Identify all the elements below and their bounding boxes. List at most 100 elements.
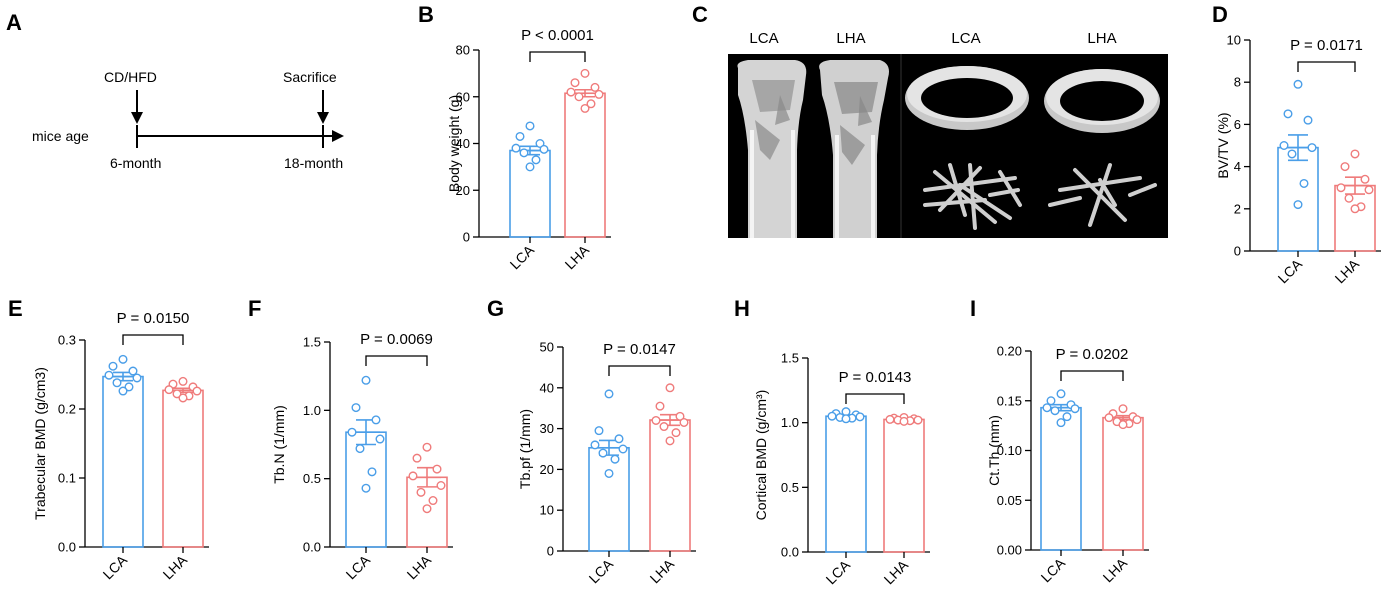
bar-lha — [1334, 184, 1376, 252]
p-value: P = 0.0147 — [603, 341, 676, 358]
y-tick-label: 0.1 — [58, 471, 76, 486]
data-point — [1062, 412, 1072, 422]
y-tick-label: 0 — [1234, 244, 1241, 259]
end-age: 18-month — [284, 155, 343, 171]
y-tick-label: 1.0 — [303, 403, 321, 418]
data-point — [172, 389, 182, 399]
ct-longitudinal-lha — [819, 60, 889, 238]
data-point — [511, 143, 521, 153]
panel-letter-h: H — [734, 296, 750, 321]
significance-bracket — [365, 355, 428, 366]
x-tick-label: LCA — [507, 241, 538, 272]
data-point — [1046, 396, 1056, 406]
data-point — [112, 378, 122, 388]
data-point — [1118, 404, 1128, 414]
start-age: 6-month — [110, 155, 161, 171]
chart-h-cortical-bmd: H 0.0 0.5 1.0 1.5 Cortical BMD (g/cm³) LCA LHA P… — [734, 296, 930, 587]
data-point — [432, 464, 442, 474]
x-tick-label: LHA — [881, 556, 912, 587]
x-tick-label: LCA — [100, 551, 131, 582]
data-point — [1350, 204, 1360, 214]
data-point — [594, 89, 604, 99]
data-point — [1042, 403, 1052, 413]
y-tick-label: 0.15 — [997, 393, 1022, 408]
y-axis-title: Body weight (g) — [446, 95, 462, 192]
p-value: P = 0.0150 — [117, 310, 190, 327]
data-point — [899, 416, 909, 426]
data-point — [610, 454, 620, 464]
significance-bracket — [845, 393, 905, 404]
x-tick-label: LHA — [404, 551, 435, 582]
data-point — [586, 99, 596, 109]
chart-b-body-weight: B 0 20 40 60 80 Body weight (g) LCA LHA P < 0.000… — [418, 2, 611, 272]
data-point — [1350, 149, 1360, 159]
data-point — [1050, 406, 1060, 416]
y-tick-label: 0.0 — [58, 540, 76, 555]
data-point — [1293, 79, 1303, 89]
bar-lca — [1277, 146, 1319, 252]
x-tick-label: LCA — [343, 551, 374, 582]
data-point — [1118, 420, 1128, 430]
data-point — [580, 68, 590, 78]
panel-letter-b: B — [418, 2, 434, 27]
y-tick-label: 0.10 — [997, 443, 1022, 458]
x-tick-label: LHA — [160, 551, 191, 582]
panel-letter-d: D — [1212, 2, 1228, 27]
data-point — [428, 496, 438, 506]
y-tick-label: 0.3 — [58, 333, 76, 348]
data-point — [618, 444, 628, 454]
data-point — [118, 386, 128, 396]
data-point — [580, 103, 590, 113]
data-point — [361, 375, 371, 385]
data-point — [574, 92, 584, 102]
data-point — [1132, 415, 1142, 425]
data-point — [525, 162, 535, 172]
start-arrow-head — [131, 112, 143, 124]
p-value: P = 0.0069 — [360, 331, 433, 348]
data-point — [178, 393, 188, 403]
bar-lca — [1040, 406, 1082, 551]
y-tick-label: 20 — [456, 183, 470, 198]
data-point — [665, 383, 675, 393]
y-tick-label: 1.5 — [781, 351, 799, 366]
start-label: CD/HFD — [104, 69, 157, 85]
bar-lha — [1102, 416, 1144, 551]
panel-letter-f: F — [248, 296, 261, 321]
data-point — [827, 411, 837, 421]
y-axis-title: Tb.pf (1/mm) — [517, 409, 533, 489]
data-point — [665, 436, 675, 446]
data-point — [539, 144, 549, 154]
bar-lha — [162, 389, 204, 548]
y-tick-label: 0.5 — [303, 471, 321, 486]
data-point — [519, 148, 529, 158]
data-point — [1056, 418, 1066, 428]
data-point — [1056, 389, 1066, 399]
y-axis-title: BV/TV (%) — [1215, 112, 1231, 178]
panel-a: A CD/HFD Sacrifice mice age 6-month 18-m… — [6, 10, 344, 171]
y-axis-title: Cortical BMD (g/cm³) — [753, 390, 769, 521]
y-tick-label: 50 — [540, 340, 554, 355]
data-point — [1307, 143, 1317, 153]
data-point — [1340, 162, 1350, 172]
timeline-arrow-head — [332, 130, 344, 142]
x-tick-label: LHA — [1332, 255, 1363, 286]
y-tick-label: 8 — [1234, 75, 1241, 90]
data-point — [1293, 200, 1303, 210]
bar-lha — [564, 92, 606, 238]
x-tick-label: LCA — [823, 556, 854, 587]
y-tick-label: 2 — [1234, 201, 1241, 216]
end-arrow-head — [317, 112, 329, 124]
data-point — [570, 78, 580, 88]
data-point — [128, 366, 138, 376]
data-point — [422, 442, 432, 452]
y-tick-label: 0.20 — [997, 344, 1022, 359]
data-point — [355, 444, 365, 454]
y-tick-label: 40 — [540, 380, 554, 395]
p-value: P < 0.0001 — [521, 27, 594, 44]
x-tick-label: LHA — [562, 241, 593, 272]
x-tick-label: LCA — [586, 555, 617, 586]
data-point — [655, 401, 665, 411]
y-axis-title: Trabecular BMD (g/cm3) — [32, 367, 48, 520]
ct-cortical-ring-lca — [905, 66, 1029, 130]
panel-letter-e: E — [8, 296, 23, 321]
